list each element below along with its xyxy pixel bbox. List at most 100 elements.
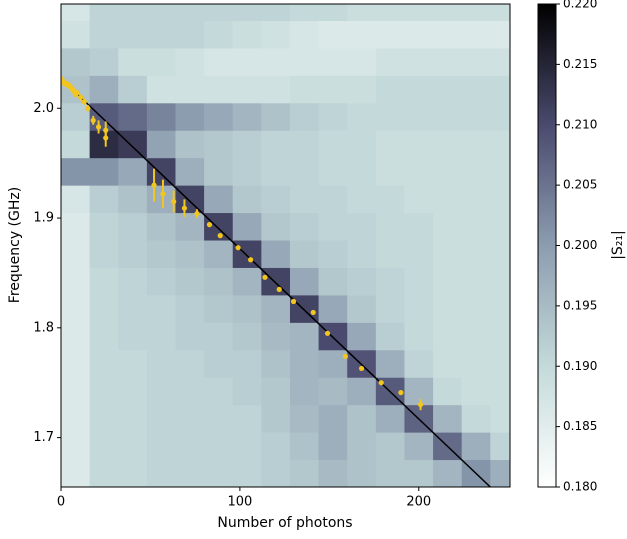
heatmap-cell [118, 102, 148, 131]
heatmap-cell [490, 20, 510, 49]
heatmap-cell [61, 459, 91, 487]
heatmap-cell [289, 322, 320, 351]
heatmap-cell [289, 377, 320, 406]
heatmap-cell [118, 20, 148, 49]
heatmap-cell [89, 459, 119, 487]
heatmap-cell [146, 294, 176, 323]
heatmap-cell [404, 75, 434, 104]
heatmap-cell [175, 47, 205, 76]
colorbar [537, 3, 557, 488]
heatmap-cell [261, 294, 291, 323]
heatmap-cell [461, 404, 491, 433]
heatmap-cell [89, 47, 119, 76]
heatmap-cell [89, 4, 119, 21]
colorbar-tick-label: 0.185 [563, 419, 597, 433]
heatmap-cell [89, 432, 119, 461]
heatmap-cell [461, 240, 491, 268]
y-tick-label: 1.7 [33, 430, 54, 445]
heatmap-cell [61, 212, 91, 241]
heatmap-cell [461, 349, 491, 378]
heatmap-cell [375, 47, 405, 76]
heatmap-cell [89, 212, 119, 241]
heatmap-cell [433, 47, 463, 76]
data-point [78, 94, 84, 100]
heatmap-cell [232, 349, 262, 378]
heatmap-cell [433, 212, 463, 241]
heatmap-cell [347, 75, 377, 104]
heatmap-cell [175, 4, 205, 21]
heatmap-cell [490, 157, 510, 186]
heatmap-cell [490, 185, 510, 214]
data-point [235, 245, 241, 251]
heatmap-cell [433, 185, 463, 214]
heatmap-cell [204, 47, 234, 76]
data-point [324, 330, 331, 336]
heatmap-cell [433, 349, 463, 378]
heatmap-cell [232, 157, 262, 186]
data-point [171, 198, 177, 205]
y-tick-label: 1.9 [33, 211, 54, 226]
heatmap-cell [89, 157, 119, 186]
data-point [248, 257, 254, 263]
heatmap-cell [433, 130, 463, 159]
heatmap-cell [232, 47, 262, 76]
heatmap-cell [146, 240, 176, 268]
heatmap-cell [146, 4, 176, 21]
heatmap-cell [261, 47, 291, 76]
heatmap-cell [261, 130, 291, 159]
heatmap-cell [261, 349, 291, 378]
heatmap-cell [404, 349, 434, 378]
data-point [217, 233, 223, 239]
heatmap-cell [404, 432, 434, 461]
heatmap-cell [289, 130, 320, 159]
heatmap-cell [375, 75, 405, 104]
heatmap-cell [375, 157, 405, 186]
heatmap-cell [289, 432, 320, 461]
heatmap-cell [118, 432, 148, 461]
heatmap-cell [61, 47, 91, 76]
data-point [95, 124, 102, 130]
heatmap-cell [204, 130, 234, 159]
heatmap-cell [175, 377, 205, 406]
heatmap-cell [232, 20, 262, 49]
heatmap-cell [461, 47, 491, 76]
x-tick-label: 200 [406, 495, 431, 510]
heatmap-cell [232, 130, 262, 159]
heatmap-cell [175, 212, 205, 241]
plot-area [61, 4, 510, 487]
heatmap-cell [61, 404, 91, 433]
heatmap-cell [461, 130, 491, 159]
data-point [262, 274, 268, 280]
heatmap-cell [318, 377, 348, 406]
heatmap-cell [232, 75, 262, 104]
heatmap-cell [490, 102, 510, 131]
heatmap-cell [289, 185, 320, 214]
heatmap-cell [232, 185, 262, 214]
heatmap-cell [146, 157, 176, 186]
heatmap-cell [261, 185, 291, 214]
heatmap-cell [318, 102, 348, 131]
heatmap-cell [375, 185, 405, 214]
heatmap-cell [289, 240, 320, 268]
data-point [358, 365, 365, 372]
heatmap-cell [404, 212, 434, 241]
heatmap-cell [289, 102, 320, 131]
heatmap-cell [318, 185, 348, 214]
heatmap-cell [89, 102, 119, 131]
heatmap-cell [375, 404, 405, 433]
heatmap-cell [461, 185, 491, 214]
heatmap-cell [289, 267, 320, 296]
fit-line [61, 78, 491, 487]
heatmap-cell [347, 240, 377, 268]
heatmap-cell [118, 322, 148, 351]
heatmap-cell [318, 349, 348, 378]
heatmap-cell [490, 75, 510, 104]
heatmap-cell [404, 267, 434, 296]
heatmap-cell [232, 459, 262, 487]
heatmap-cell [433, 157, 463, 186]
heatmap-cell [175, 20, 205, 49]
heatmap-cell [461, 75, 491, 104]
y-axis-label: Frequency (GHz) [7, 187, 23, 303]
heatmap-cell [375, 130, 405, 159]
heatmap-cell [461, 102, 491, 131]
